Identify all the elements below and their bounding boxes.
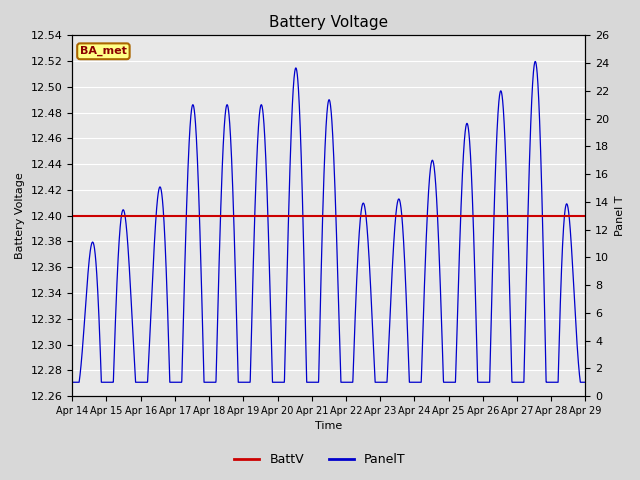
Y-axis label: Battery Voltage: Battery Voltage <box>15 172 25 259</box>
Y-axis label: Panel T: Panel T <box>615 195 625 236</box>
Legend: BattV, PanelT: BattV, PanelT <box>229 448 411 471</box>
X-axis label: Time: Time <box>316 421 342 432</box>
Title: Battery Voltage: Battery Voltage <box>269 15 388 30</box>
Text: BA_met: BA_met <box>80 46 127 57</box>
